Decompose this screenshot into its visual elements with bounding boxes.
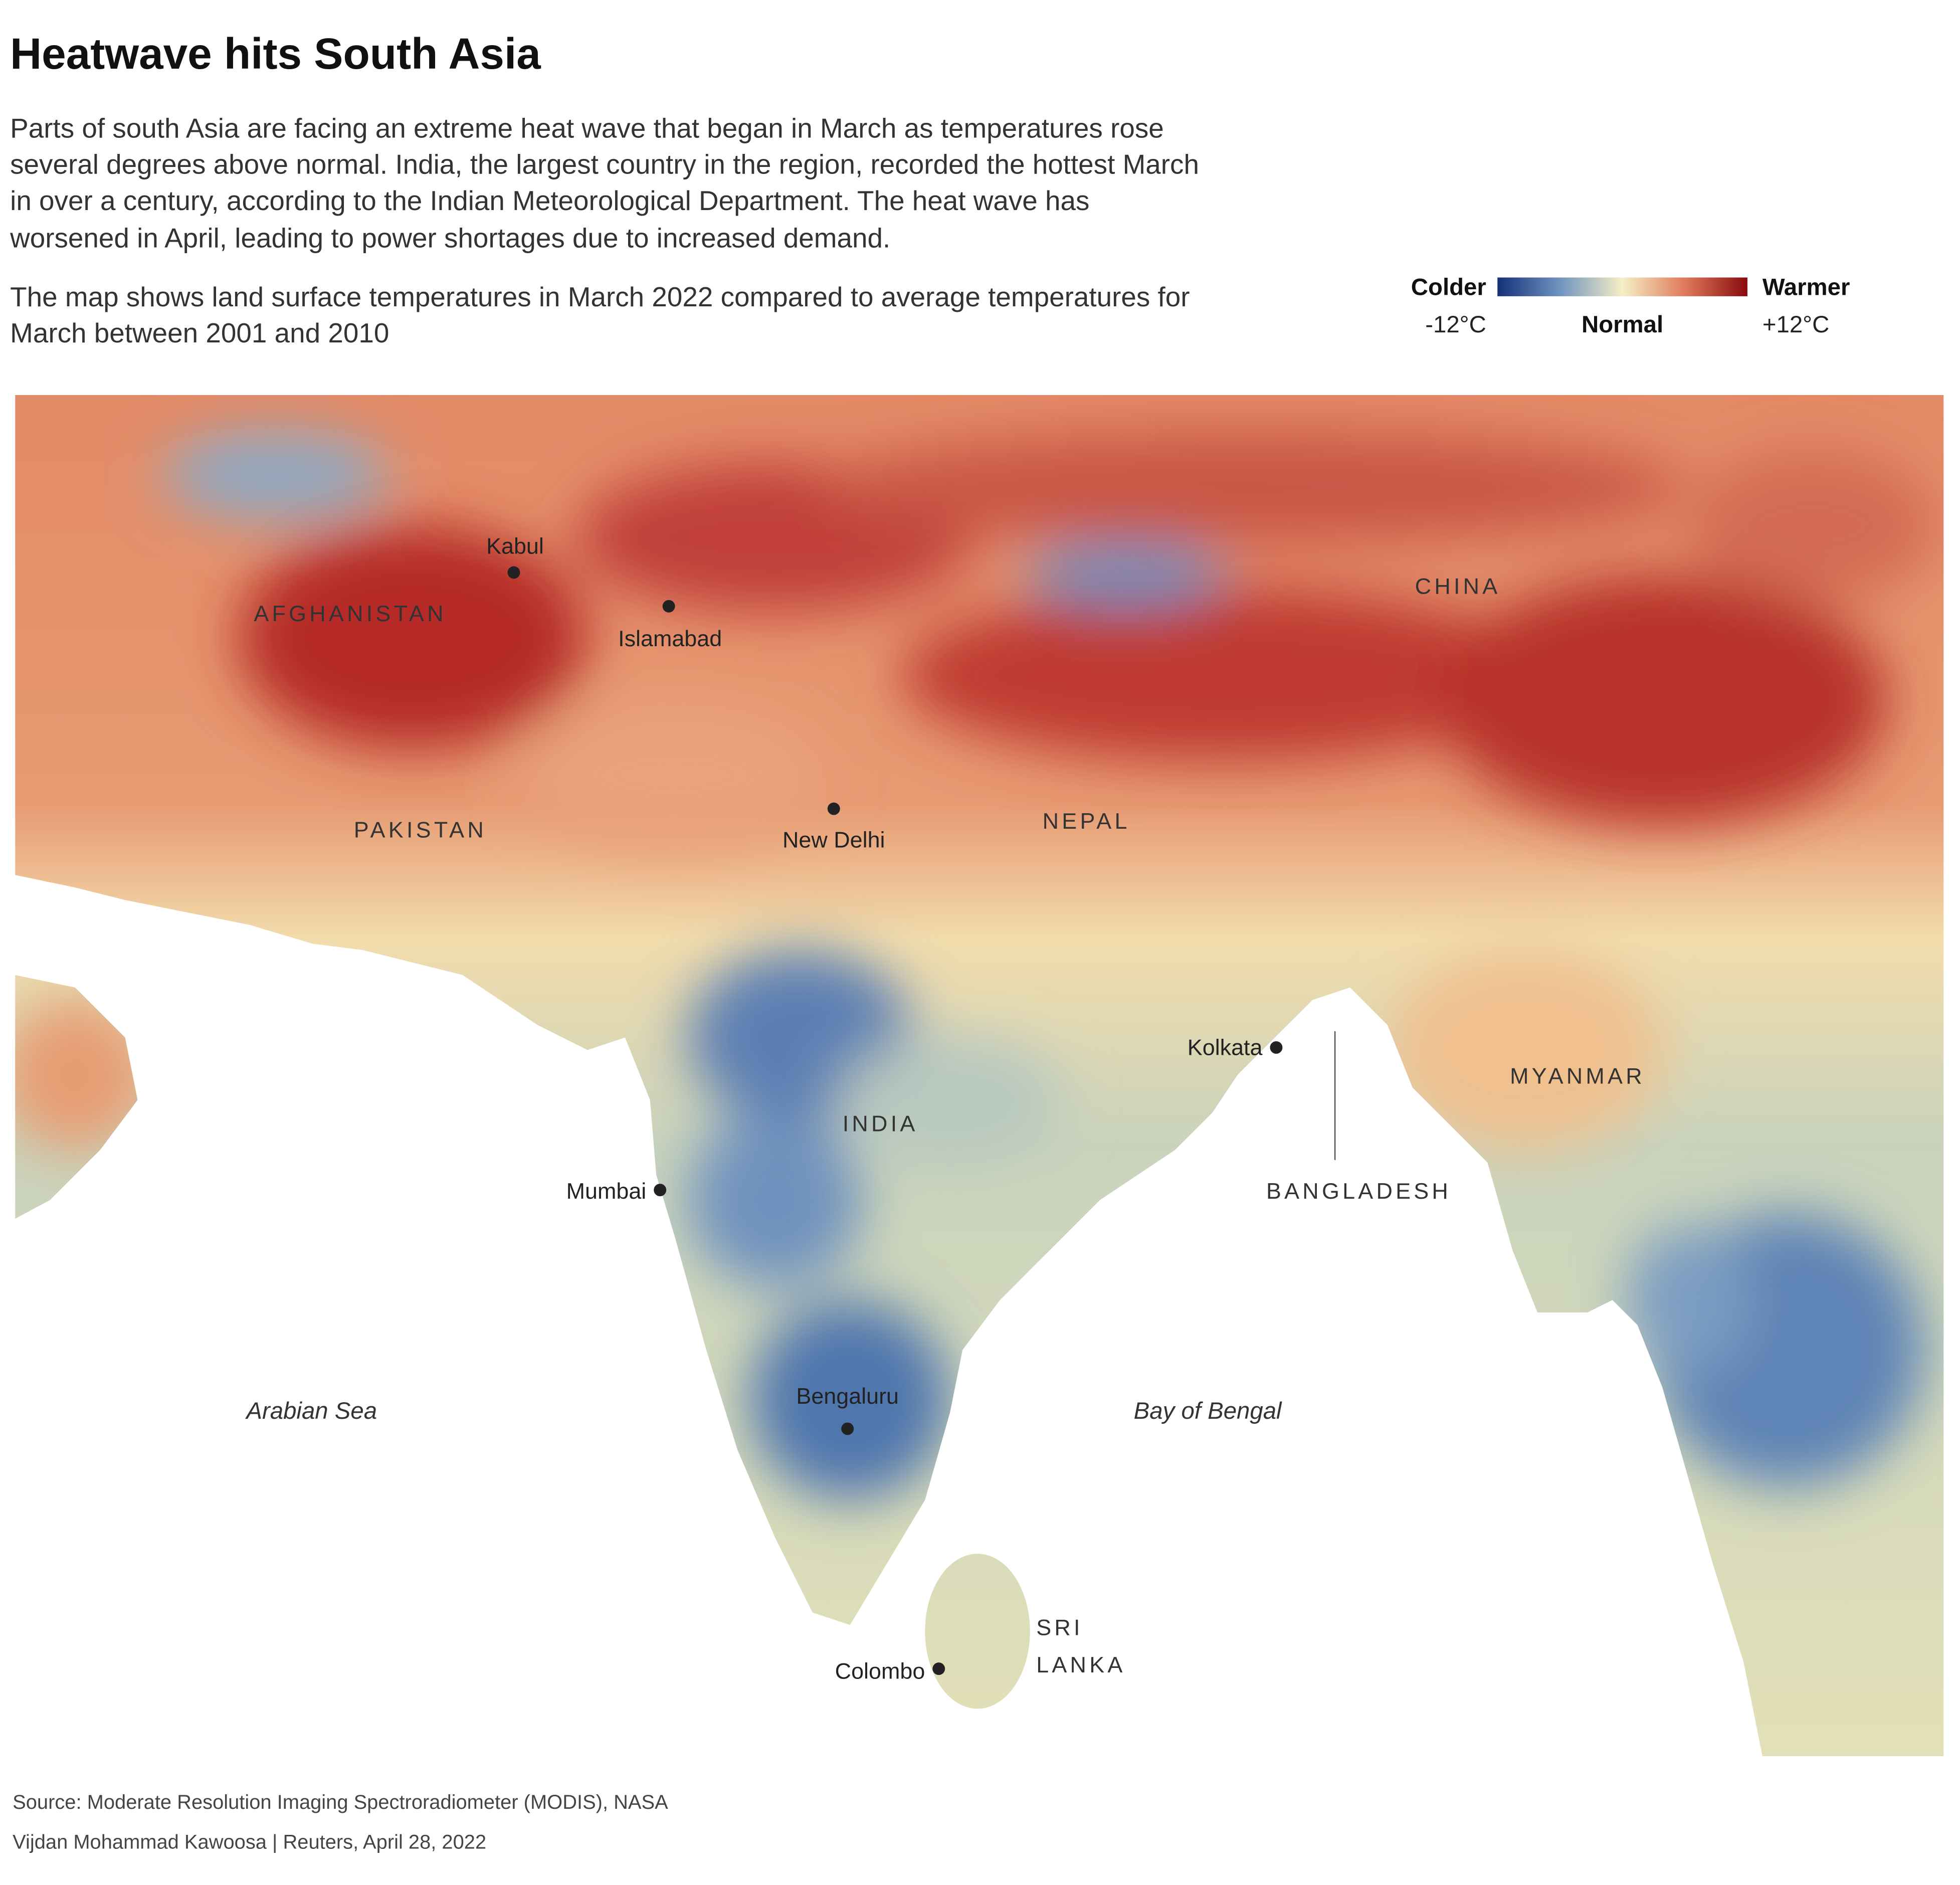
city-dot [1270,1041,1283,1054]
intro-line: in over a century, according to the Indi… [10,185,1089,216]
legend-min: -12°C [1425,311,1486,338]
city-dot [841,1422,854,1435]
countries: AFGHANISTAN PAKISTAN NEPAL CHINA INDIA M… [254,573,1645,1677]
city-label: Kolkata [1188,1034,1263,1060]
city-dot [654,1184,667,1197]
city-dot [827,802,840,815]
title: Heatwave hits South Asia [10,30,541,78]
country-label: MYANMAR [1510,1063,1645,1089]
country-label: CHINA [1415,573,1501,599]
city-label: Islamabad [618,626,722,651]
legend: Colder Warmer -12°C Normal +12°C [1411,274,1850,338]
cities: Kabul Islamabad New Delhi Kolkata Mumbai… [486,533,1283,1684]
note-line: The map shows land surface temperatures … [10,281,1190,312]
country-label: LANKA [1036,1652,1125,1677]
legend-warmer: Warmer [1762,274,1850,300]
country-label: INDIA [843,1110,918,1136]
legend-colder: Colder [1411,274,1486,300]
city-label: New Delhi [782,827,885,853]
country-label: BANGLADESH [1266,1178,1451,1204]
city-dot [507,566,520,579]
intro-line: Parts of south Asia are facing an extrem… [10,112,1164,143]
city-label: Mumbai [566,1178,647,1204]
sea-label: Bay of Bengal [1134,1398,1282,1424]
credit: Vijdan Mohammad Kawoosa | Reuters, April… [13,1831,486,1853]
city-label: Kabul [486,533,544,559]
country-label: SRI [1036,1614,1083,1640]
intro-line: several degrees above normal. India, the… [10,149,1199,180]
legend-bar [1497,277,1747,296]
sea-label: Arabian Sea [245,1398,377,1424]
city-label: Colombo [835,1658,925,1684]
city-dot [662,600,675,613]
city-dot [932,1662,945,1675]
country-label: NEPAL [1043,808,1130,834]
intro: Parts of south Asia are facing an extrem… [10,112,1199,348]
seas: Arabian Sea Bay of Bengal [245,1398,1282,1424]
country-label: AFGHANISTAN [254,601,446,626]
note-line: March between 2001 and 2010 [10,317,389,348]
legend-normal: Normal [1582,311,1663,338]
country-label: PAKISTAN [354,817,487,843]
intro-line: worsened in April, leading to power shor… [10,223,890,254]
source: Source: Moderate Resolution Imaging Spec… [13,1791,668,1813]
map-land [15,395,1944,1757]
legend-max: +12°C [1762,311,1829,338]
city-label: Bengaluru [796,1383,899,1409]
